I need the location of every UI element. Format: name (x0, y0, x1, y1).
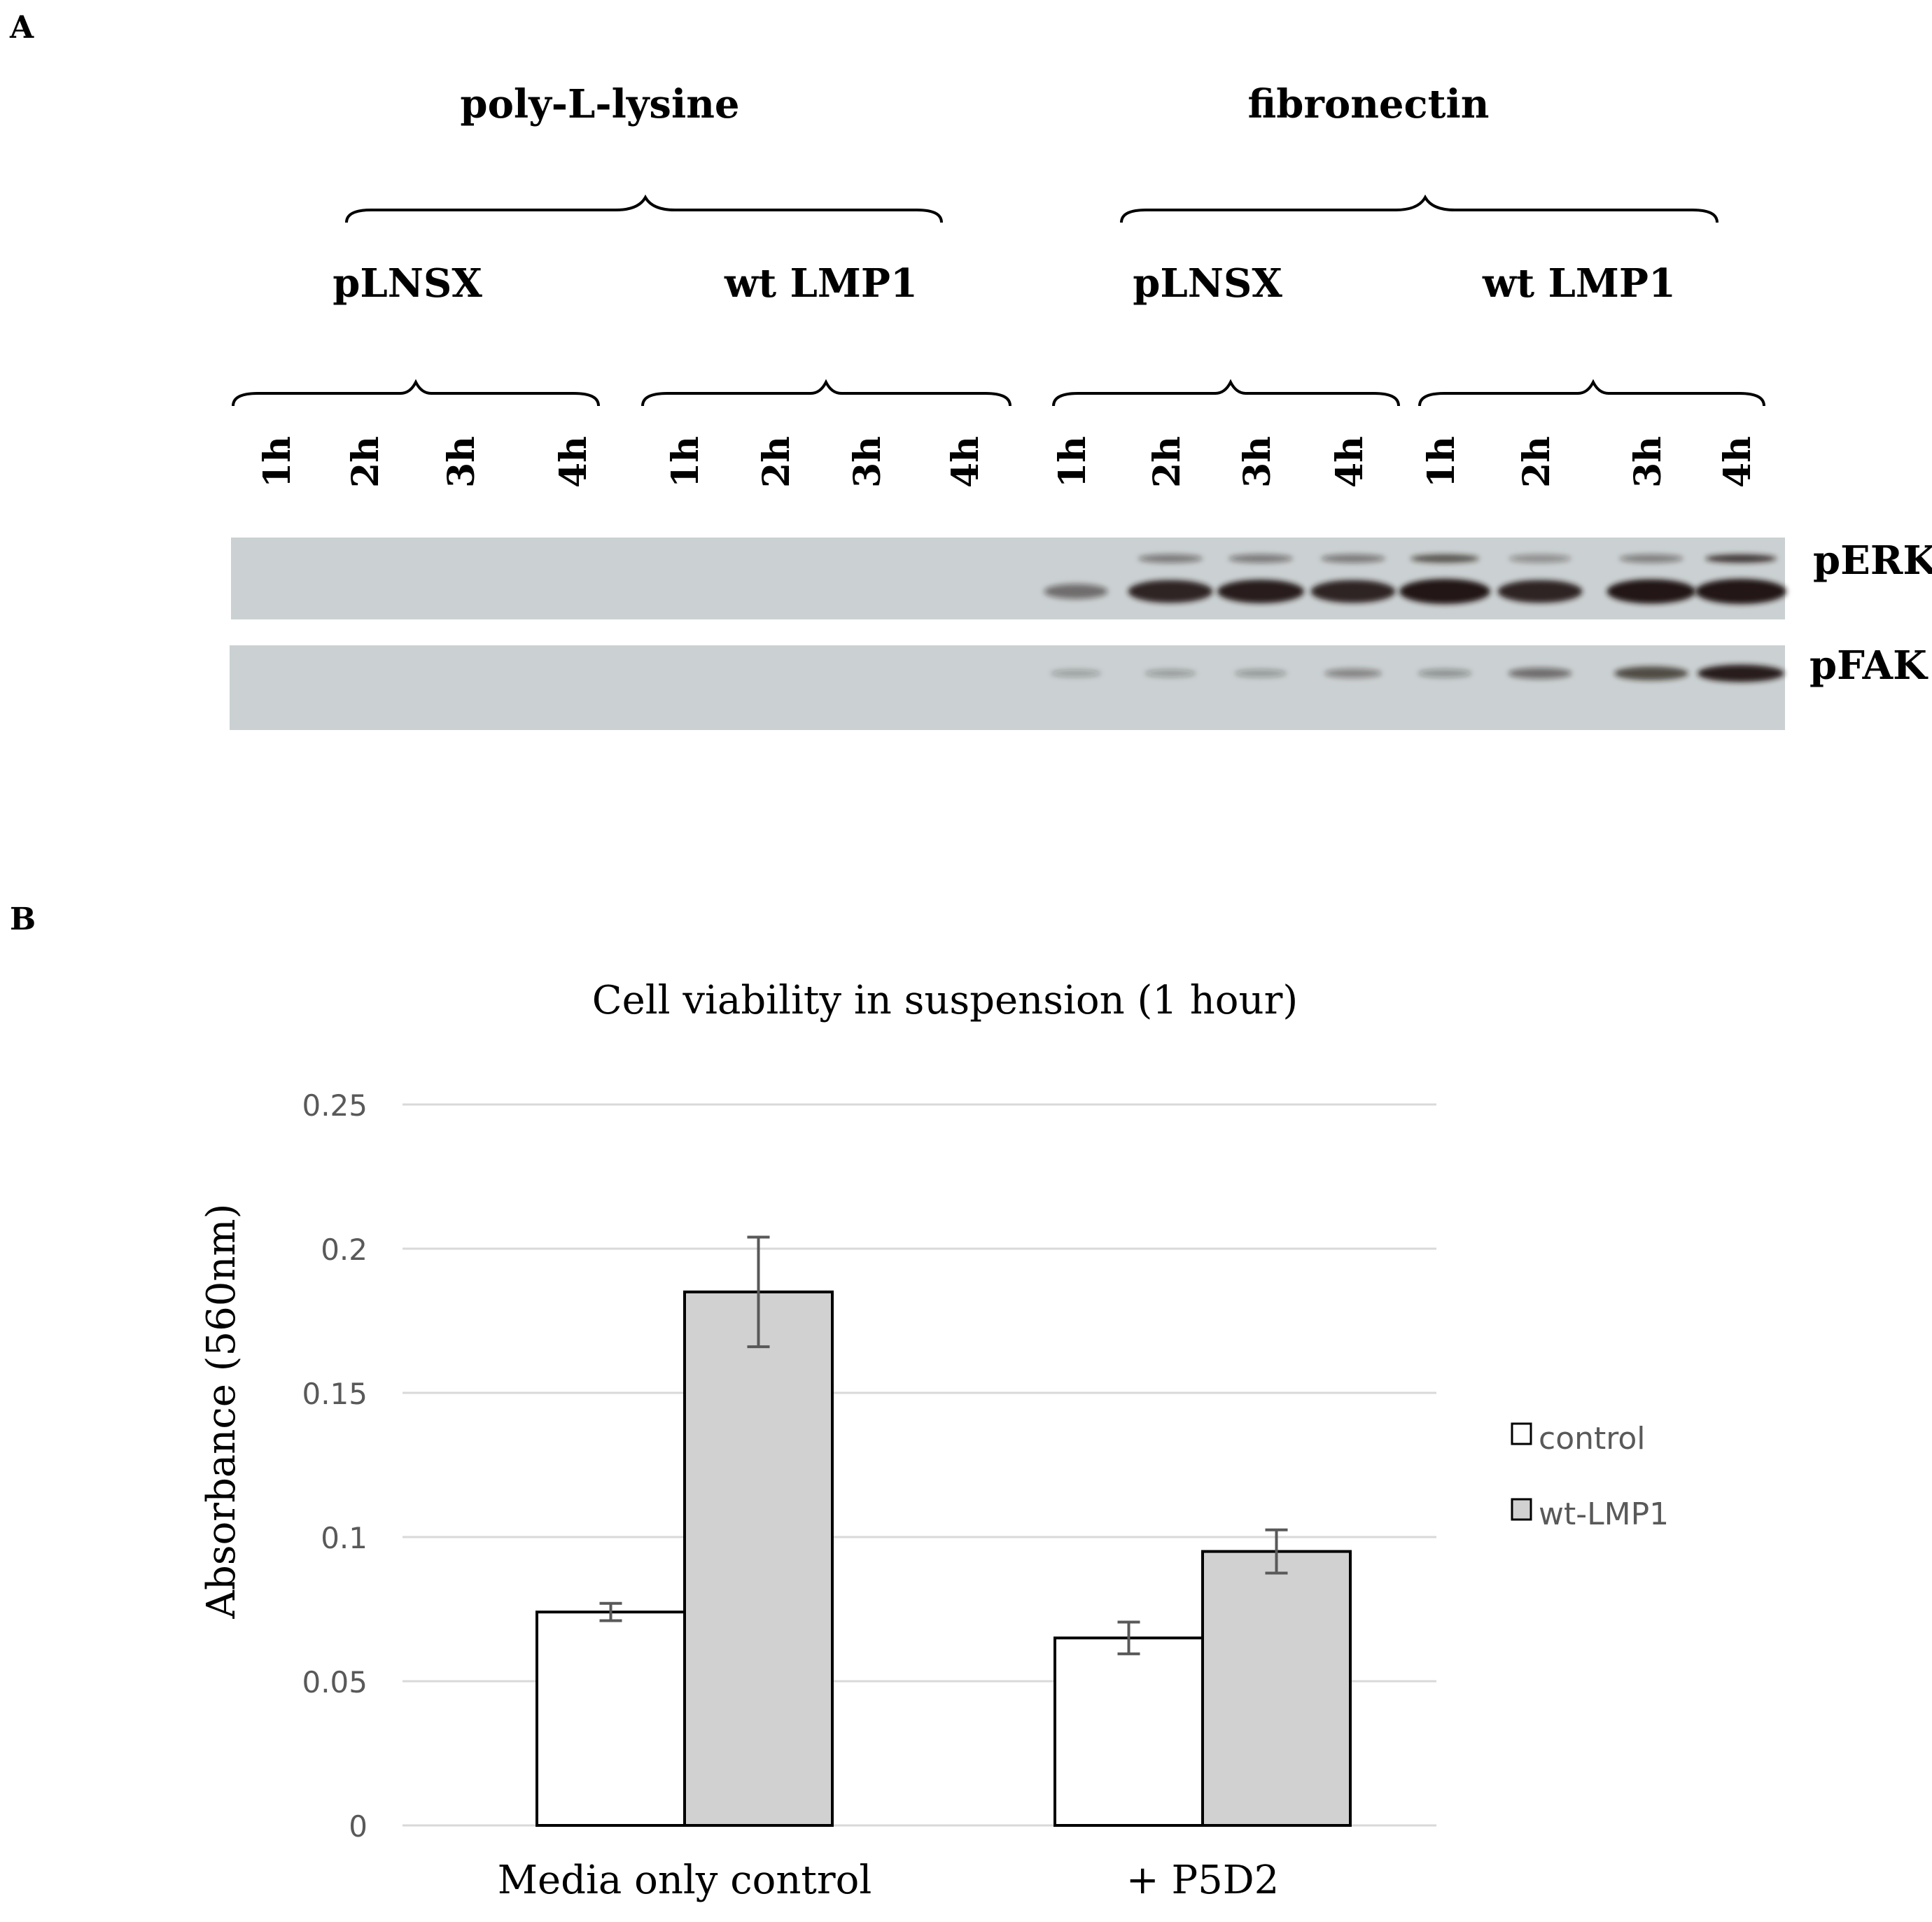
construct-label-plnsx-fn: pLNSX (1133, 260, 1282, 307)
bands-perk (1044, 554, 1786, 604)
legend-label: control (1539, 1421, 1646, 1457)
timepoint-label: 1h (1051, 436, 1094, 488)
timepoint-label: 2h (344, 436, 387, 488)
timepoint-label: 2h (1146, 436, 1189, 488)
blot-band-upper (1508, 554, 1572, 563)
timepoint-label: 4h (552, 436, 595, 488)
brace-poly-l-lysine (345, 194, 943, 223)
bar (1201, 1550, 1352, 1828)
x-category-labels: Media only control + P5D2 (498, 1858, 1280, 1903)
y-tick-label: 0 (349, 1809, 368, 1844)
blot-band-upper (1228, 554, 1293, 563)
blot-band (1144, 669, 1196, 678)
blot-band (1497, 580, 1583, 603)
timepoint-labels: 1h 2h 3h 4h 1h 2h 3h 4h 1h 2h 3h 4h 1h 2h 3h 4h (256, 436, 1759, 488)
bar (1054, 1636, 1204, 1827)
timepoint-label: 2h (1516, 436, 1558, 488)
y-tick-label: 0.25 (302, 1088, 368, 1123)
blot-band (1044, 584, 1108, 599)
blot-band (1508, 668, 1572, 679)
construct-label-wtlmp1-fn: wt LMP1 (1482, 260, 1676, 307)
construct-label-plnsx-pll: pLNSX (332, 260, 482, 307)
timepoint-label: 1h (664, 436, 707, 488)
panel-a: A poly-L-lysine fibronectin pLNSX wt LMP… (9, 10, 1932, 730)
blot-membrane-perk (231, 538, 1785, 619)
blot-band (1695, 579, 1786, 604)
blot-perk: pERK (231, 538, 1932, 619)
bar (683, 1290, 834, 1828)
blot-band-upper (1138, 554, 1203, 563)
chart-title: Cell viability in suspension (1 hour) (592, 978, 1298, 1023)
blot-band (1324, 668, 1382, 678)
bands-pfak (1050, 664, 1784, 682)
y-axis-label: Absorbance (560nm) (199, 1204, 244, 1620)
chart-bars (536, 1290, 1352, 1828)
blot-band (1128, 580, 1213, 603)
panel-b: B Cell viability in suspension (1 hour) … (10, 902, 1669, 1903)
panel-b-label: B (10, 902, 36, 937)
brace-wtlmp1-pll (641, 379, 1011, 407)
construct-label-wtlmp1-pll: wt LMP1 (724, 260, 918, 307)
blot-band-upper (1705, 554, 1777, 563)
substrate-label-poly-l-lysine: poly-L-lysine (460, 81, 739, 127)
blot-band (1418, 669, 1472, 678)
timepoint-label: 4h (1329, 436, 1371, 488)
y-tick-labels: 0 0.05 0.1 0.15 0.2 0.25 (302, 1088, 368, 1844)
blot-band (1217, 580, 1304, 603)
bar (536, 1611, 686, 1828)
blot-membrane-pfak (230, 645, 1785, 730)
y-tick-label: 0.05 (302, 1665, 368, 1699)
brace-wtlmp1-fn (1418, 379, 1765, 407)
blot-band (1698, 664, 1784, 682)
blot-label-pfak: pFAK (1809, 643, 1928, 689)
blot-band (1050, 669, 1102, 678)
blot-band (1234, 669, 1287, 678)
y-tick-label: 0.1 (321, 1521, 368, 1555)
chart-error-bars (599, 1235, 1288, 1655)
brace-fibronectin (1120, 194, 1718, 223)
timepoint-label: 3h (846, 436, 889, 488)
legend-swatch (1511, 1498, 1532, 1521)
brace-plnsx-pll (232, 379, 600, 407)
timepoint-label: 3h (1236, 436, 1279, 488)
blot-band (1310, 580, 1396, 603)
timepoint-label: 1h (1420, 436, 1463, 488)
chart-legend: control wt-LMP1 (1511, 1421, 1669, 1532)
brace-plnsx-fn (1052, 379, 1400, 407)
x-category-label: Media only control (498, 1858, 872, 1903)
blot-band-upper (1410, 554, 1479, 563)
timepoint-label: 4h (944, 436, 987, 488)
blot-band (1399, 579, 1490, 604)
blot-band (1606, 579, 1696, 604)
timepoint-label: 1h (256, 436, 299, 488)
timepoint-label: 2h (755, 436, 798, 488)
legend-swatch (1511, 1422, 1532, 1445)
blot-band-upper (1321, 554, 1385, 563)
timepoint-label: 3h (1627, 436, 1670, 488)
blot-pfak: pFAK (230, 643, 1928, 730)
y-tick-label: 0.15 (302, 1377, 368, 1411)
x-category-label: + P5D2 (1126, 1858, 1280, 1903)
panel-a-label: A (9, 10, 34, 45)
blot-band (1614, 666, 1688, 680)
timepoint-label: 4h (1716, 436, 1759, 488)
blot-label-perk: pERK (1813, 538, 1932, 584)
legend-label: wt-LMP1 (1539, 1496, 1669, 1532)
blot-band-upper (1619, 554, 1684, 563)
y-tick-label: 0.2 (321, 1233, 368, 1267)
substrate-label-fibronectin: fibronectin (1247, 81, 1489, 127)
timepoint-label: 3h (440, 436, 483, 488)
